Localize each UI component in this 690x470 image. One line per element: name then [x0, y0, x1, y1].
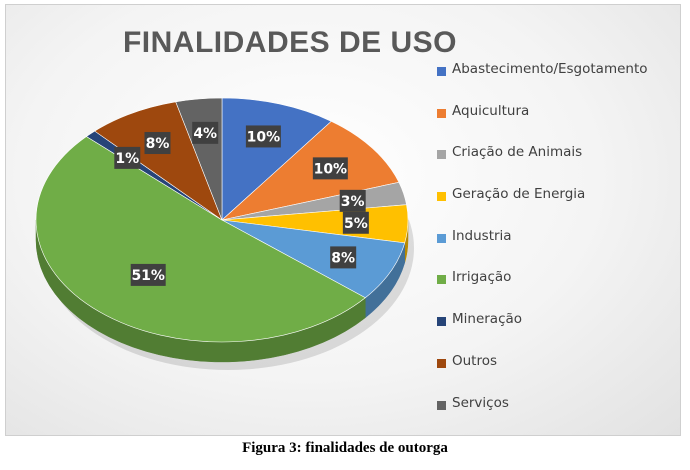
svg-text:3%: 3% — [341, 194, 365, 210]
svg-text:8%: 8% — [331, 250, 355, 266]
legend-label: Criação de Animais — [452, 144, 583, 161]
legend-swatch — [437, 67, 446, 76]
data-label-geracao-de-energia: 5% — [342, 211, 369, 234]
data-label-irrigacao: 51% — [130, 263, 166, 286]
legend-label: Mineração — [452, 311, 523, 328]
legend-label: Irrigação — [452, 269, 512, 286]
legend-label: Industria — [452, 227, 512, 244]
pie-slice-aquicultura — [220, 120, 400, 221]
legend-swatch — [437, 108, 446, 118]
data-label-servicos: 4% — [192, 121, 219, 144]
legend-label: Abastecimento/Esgotamento — [452, 61, 648, 77]
legend-swatch — [437, 358, 446, 368]
legend-swatch — [437, 317, 446, 327]
pie-slice-irrigacao — [35, 136, 366, 343]
legend-label: Aquicultura — [452, 102, 530, 119]
pie-slice-industria — [221, 219, 406, 299]
svg-text:10%: 10% — [247, 129, 281, 145]
legend-swatch — [437, 192, 446, 202]
chart-title: FINALIDADES DE USO — [122, 26, 458, 59]
legend-label: Serviços — [452, 394, 509, 411]
legend-label: Geração de Energia — [452, 186, 586, 203]
legend-label: Outros — [452, 352, 498, 369]
data-label-aquicultura: 10% — [312, 157, 348, 180]
svg-text:51%: 51% — [131, 268, 165, 284]
data-label-industria: 8% — [330, 246, 357, 269]
data-label-abastecimento-esgotamento: 10% — [245, 125, 281, 148]
figure-caption: Figura 3: finalidades de outorga — [242, 440, 448, 456]
legend-swatch — [437, 150, 446, 160]
pie-slice-outros — [94, 101, 223, 221]
svg-text:5%: 5% — [344, 216, 368, 232]
data-label-criacao-de-animais: 3% — [339, 189, 366, 212]
legend-swatch — [437, 400, 446, 410]
svg-text:1%: 1% — [115, 151, 139, 167]
data-label-mineracao: 1% — [114, 146, 141, 169]
legend-swatch — [437, 233, 446, 243]
data-label-outros: 8% — [144, 132, 171, 155]
legend-swatch — [437, 275, 446, 285]
svg-text:10%: 10% — [314, 161, 348, 177]
svg-text:4%: 4% — [193, 126, 217, 142]
svg-text:8%: 8% — [146, 136, 170, 152]
